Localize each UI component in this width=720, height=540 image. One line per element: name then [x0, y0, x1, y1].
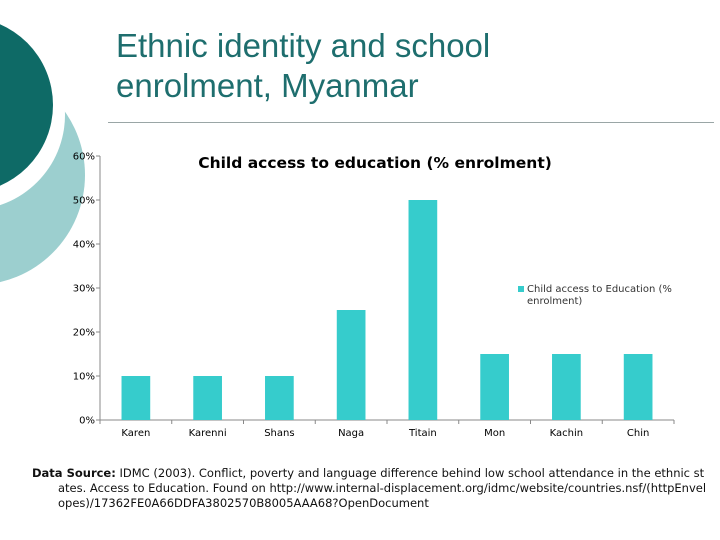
x-tick-label: Karenni — [189, 428, 227, 439]
bar — [265, 376, 294, 420]
x-tick-label: Mon — [484, 428, 505, 439]
bar — [623, 354, 653, 420]
legend-swatch — [518, 286, 524, 292]
y-tick-label: 20% — [73, 328, 95, 339]
data-source-note: Data Source: IDMC (2003). Conflict, pove… — [32, 466, 708, 511]
bar — [552, 354, 581, 420]
chart-title: Child access to education (% enrolment) — [198, 154, 552, 172]
x-tick-label: Karen — [121, 428, 150, 439]
x-tick-label: Chin — [627, 428, 649, 439]
x-tick-label: Shans — [264, 428, 294, 439]
bars — [121, 200, 653, 420]
slide-title: Ethnic identity and school enrolment, My… — [116, 26, 676, 106]
y-tick-label: 40% — [73, 240, 95, 251]
legend: Child access to Education (% enrolment) — [518, 284, 675, 307]
bar — [336, 310, 366, 420]
bar — [480, 354, 509, 420]
x-tick-label: Kachin — [550, 428, 583, 439]
legend-label: Child access to Education (% enrolment) — [527, 284, 675, 307]
bar — [408, 200, 438, 420]
enrolment-bar-chart: Child access to education (% enrolment) … — [73, 152, 675, 439]
data-source-label: Data Source: — [32, 466, 116, 480]
y-tick-label: 10% — [73, 372, 95, 383]
y-tick-label: 60% — [73, 152, 95, 163]
dark-circle — [0, 24, 53, 186]
decorative-circles — [0, 24, 85, 283]
bar — [193, 376, 222, 420]
x-tick-label: Titain — [408, 428, 437, 439]
bar — [121, 376, 151, 420]
y-tick-label: 30% — [73, 284, 95, 295]
data-source-text: IDMC (2003). Conflict, poverty and langu… — [58, 466, 707, 510]
slide-title-line-2: enrolment, Myanmar — [116, 67, 419, 104]
y-tick-label: 0% — [79, 416, 95, 427]
y-tick-label: 50% — [73, 196, 95, 207]
x-axis: Karen Karenni Shans Naga Titain Mon Kachin Chin — [99, 419, 675, 439]
slide-title-line-1: Ethnic identity and school — [116, 27, 491, 64]
x-tick-label: Naga — [338, 428, 364, 439]
y-axis: 0% 10% 20% 30% 40% 50% 60% — [73, 152, 101, 427]
title-divider — [108, 122, 714, 123]
